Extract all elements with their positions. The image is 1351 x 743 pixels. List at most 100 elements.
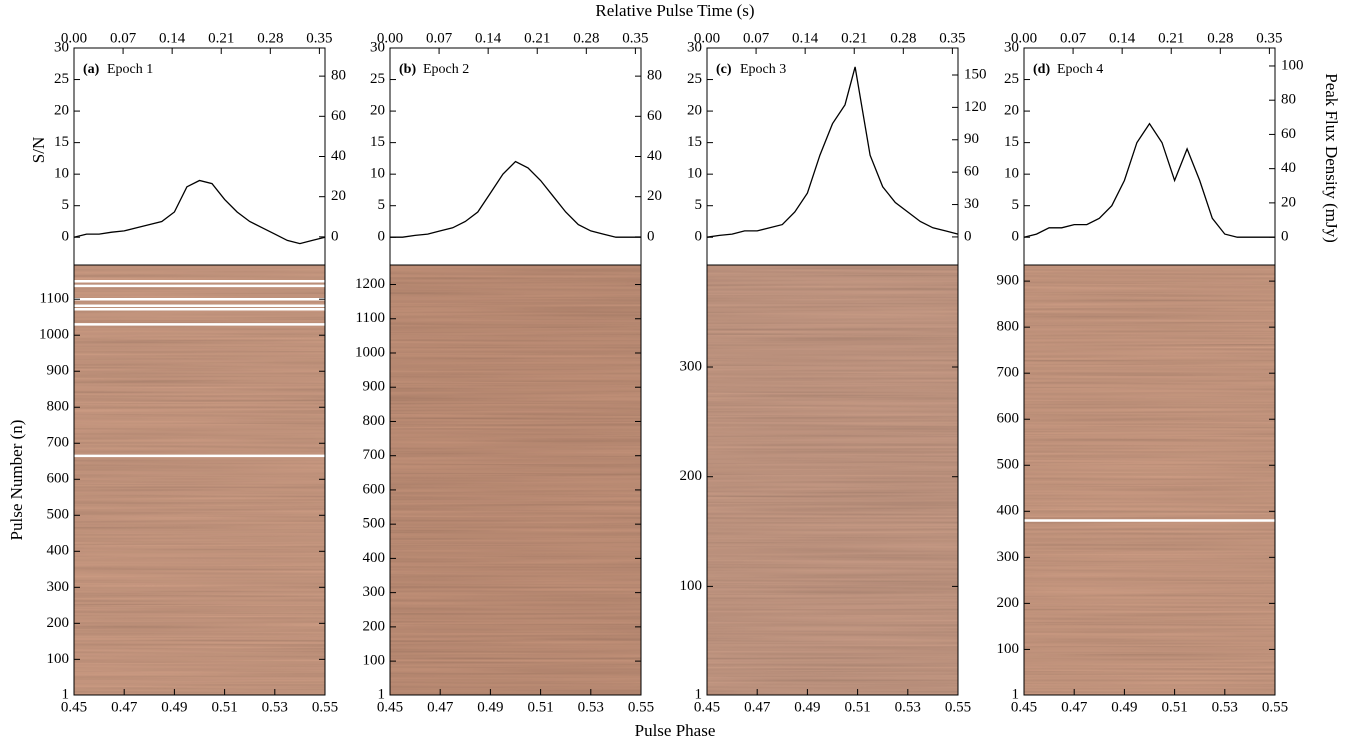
- y2-tick-label: 0: [647, 228, 655, 244]
- top-tick-label: 0.35: [939, 30, 965, 46]
- bottom-tick-label: 0.55: [628, 699, 654, 715]
- stack-tick-label: 700: [47, 435, 70, 451]
- bottom-tick-label: 0.47: [744, 699, 771, 715]
- y2-tick-label: 20: [331, 188, 346, 204]
- panel-epoch: Epoch 3: [740, 62, 786, 77]
- top-tick-label: 0.21: [1158, 30, 1184, 46]
- y2-tick-label: 150: [964, 66, 987, 82]
- top-tick-label: 0.00: [694, 30, 720, 46]
- y-tick-label: 20: [370, 103, 385, 119]
- top-axis-title: Relative Pulse Time (s): [595, 1, 754, 20]
- y2-tick-label: 40: [331, 148, 346, 164]
- y-tick-label: 20: [54, 103, 69, 119]
- y2-tick-label: 80: [1281, 92, 1296, 108]
- stack-frame: [1023, 264, 1276, 696]
- bottom-tick-label: 0.49: [161, 699, 187, 715]
- y-tick-label: 10: [54, 166, 69, 182]
- y2-tick-label: 120: [964, 99, 987, 115]
- stack-tick-label: 200: [680, 468, 703, 484]
- y-tick-label: 25: [1004, 71, 1019, 87]
- y-tick-label: 20: [1004, 103, 1019, 119]
- stack-frame: [73, 264, 326, 696]
- stack-tick-label: 1000: [355, 344, 385, 360]
- stack-frame: [389, 264, 642, 696]
- y2-tick-label: 20: [647, 188, 662, 204]
- profile-axis-title: S/N: [29, 137, 48, 163]
- bottom-tick-label: 0.47: [111, 699, 138, 715]
- stack-tick-label: 1: [62, 686, 70, 702]
- stack-tick-label: 100: [680, 578, 703, 594]
- top-tick-label: 0.00: [1011, 30, 1037, 46]
- pulse-stack-texture: [74, 265, 325, 695]
- profile-line: [390, 160, 641, 238]
- y-tick-label: 5: [695, 197, 703, 213]
- top-tick-label: 0.07: [426, 30, 453, 46]
- bottom-tick-label: 0.49: [794, 699, 820, 715]
- stack-tick-label: 1: [378, 686, 386, 702]
- bottom-tick-label: 0.45: [61, 699, 87, 715]
- panel-tag: (c): [716, 62, 732, 77]
- bottom-tick-label: 0.49: [1111, 699, 1137, 715]
- bottom-tick-label: 0.51: [844, 699, 870, 715]
- y2-tick-label: 0: [1281, 229, 1289, 245]
- y-tick-label: 0: [1012, 229, 1020, 245]
- y-tick-label: 30: [54, 39, 69, 55]
- y2-tick-label: 40: [647, 148, 662, 164]
- stack-tick-label: 1100: [356, 310, 385, 326]
- y-tick-label: 0: [695, 229, 703, 245]
- panel-tag: (d): [1033, 62, 1050, 77]
- stack-tick-label: 700: [997, 365, 1020, 381]
- y2-tick-label: 60: [1281, 126, 1296, 142]
- stack-frame: [706, 264, 959, 696]
- stack-tick-label: 300: [363, 584, 386, 600]
- y-tick-label: 5: [1012, 197, 1020, 213]
- stack-tick-label: 900: [363, 379, 386, 395]
- top-tick-label: 0.35: [622, 30, 648, 46]
- bottom-tick-label: 0.55: [1262, 699, 1288, 715]
- stack-tick-label: 900: [47, 363, 70, 379]
- y2-tick-label: 60: [647, 108, 662, 124]
- y-tick-label: 30: [1004, 39, 1019, 55]
- stack-tick-label: 1100: [40, 291, 69, 307]
- y2-tick-label: 30: [964, 196, 979, 212]
- bottom-tick-label: 0.47: [1061, 699, 1088, 715]
- stack-tick-label: 800: [997, 319, 1020, 335]
- y-tick-label: 5: [378, 197, 386, 213]
- stack-tick-label: 200: [47, 615, 70, 631]
- profile-line: [706, 66, 959, 238]
- stack-tick-label: 100: [363, 653, 386, 669]
- bottom-tick-label: 0.53: [578, 699, 604, 715]
- bottom-tick-label: 0.53: [262, 699, 288, 715]
- y-tick-label: 0: [378, 229, 386, 245]
- profile-line: [1023, 122, 1275, 238]
- top-tick-label: 0.28: [257, 30, 283, 46]
- panel-epoch: Epoch 1: [107, 62, 153, 77]
- y-tick-label: 10: [1004, 166, 1019, 182]
- y2-tick-label: 0: [331, 228, 339, 244]
- profile-frame: [706, 47, 959, 266]
- y2-tick-label: 80: [647, 68, 662, 84]
- stack-tick-label: 100: [997, 641, 1020, 657]
- panel-tag: (a): [83, 62, 100, 77]
- stack-tick-label: 300: [47, 579, 70, 595]
- stack-tick-label: 200: [997, 595, 1020, 611]
- y-tick-label: 15: [1004, 134, 1019, 150]
- bottom-tick-label: 0.51: [211, 699, 237, 715]
- y2-tick-label: 0: [964, 228, 972, 244]
- pulse-stack-texture: [707, 265, 958, 695]
- top-tick-label: 0.14: [1109, 30, 1136, 46]
- top-tick-label: 0.35: [1256, 30, 1282, 46]
- pulse-stack-texture: [390, 265, 641, 695]
- y2-tick-label: 20: [1281, 194, 1296, 210]
- y-tick-label: 5: [62, 197, 70, 213]
- stack-tick-label: 800: [47, 399, 70, 415]
- stack-tick-label: 400: [47, 543, 70, 559]
- stack-tick-label: 800: [363, 413, 386, 429]
- stack-tick-label: 400: [363, 550, 386, 566]
- panel-tag: (b): [399, 62, 416, 77]
- y-tick-label: 25: [54, 71, 69, 87]
- stack-tick-label: 1: [695, 686, 703, 702]
- bottom-tick-label: 0.53: [895, 699, 921, 715]
- stack-tick-label: 300: [997, 549, 1020, 565]
